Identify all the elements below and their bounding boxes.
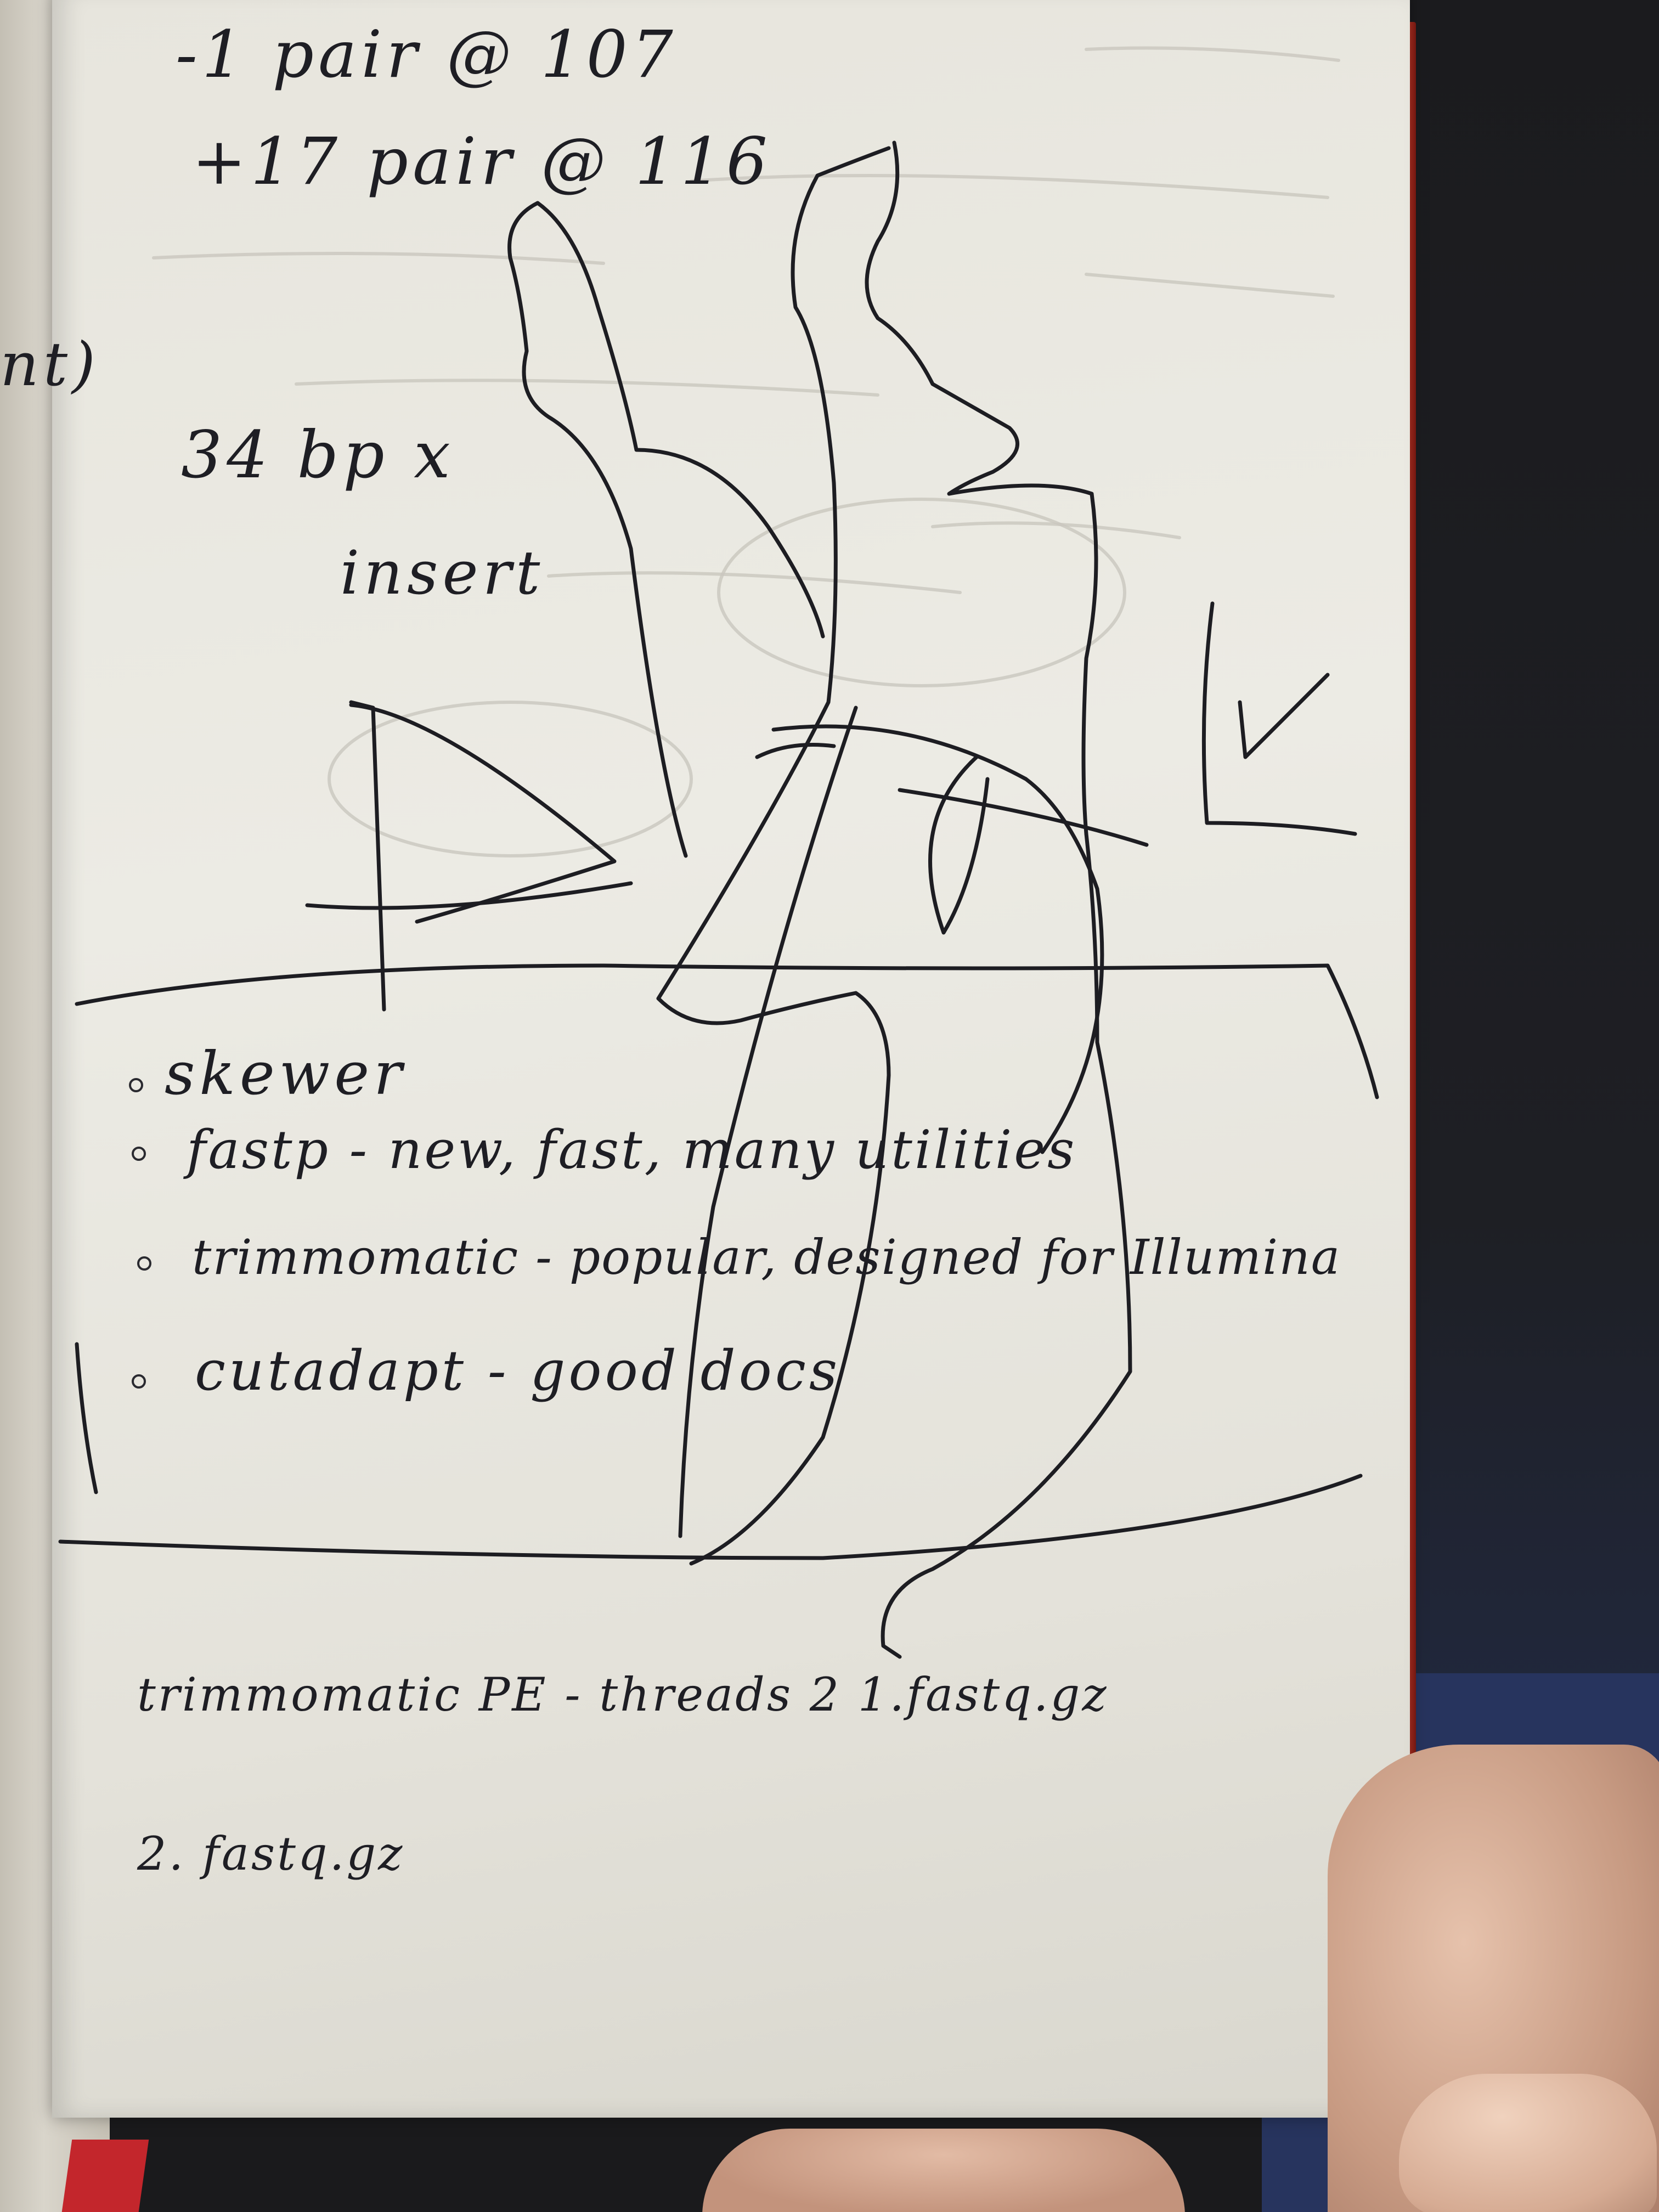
overlapping-scribble: [507, 140, 1149, 1659]
bullet-dot: [132, 1147, 146, 1161]
note-top-line-2: +17 pair @ 116: [192, 123, 772, 199]
triangle-sketch: [305, 700, 633, 1012]
note-top-line-1: -1 pair @ 107: [176, 16, 678, 92]
left-bracket-line: [75, 1342, 98, 1494]
margin-fragment: nt): [0, 329, 100, 399]
bullet-dot: [137, 1256, 151, 1271]
bullet-dot: [132, 1374, 146, 1389]
list-item-cutadapt: cutadapt - good docs: [195, 1339, 841, 1403]
notebook-page: [52, 0, 1410, 2118]
corner-sketch: [1201, 601, 1357, 836]
list-item-skewer: skewer: [165, 1040, 407, 1108]
upper-divider-line: [75, 963, 1379, 1099]
note-command-line-2: 2. fastq.gz: [137, 1827, 405, 1881]
thumb: [1399, 2074, 1657, 2212]
note-insert-line-2: insert: [340, 538, 545, 608]
lower-divider-line: [58, 1474, 1363, 1560]
list-item-fastp: fastp - new, fast, many utilities: [187, 1119, 1077, 1181]
note-insert-line-1: 34 bp x: [181, 417, 455, 493]
finger-knuckle: [702, 2129, 1185, 2212]
list-item-trimmomatic: trimmomatic - popular, designed for Illu…: [192, 1229, 1341, 1285]
bullet-dot: [129, 1078, 143, 1092]
show-through-marks: [152, 46, 1340, 857]
bookmark-ribbon: [59, 2140, 149, 2212]
note-command-line-1: trimmomatic PE - threads 2 1.fastq.gz: [137, 1668, 1109, 1722]
